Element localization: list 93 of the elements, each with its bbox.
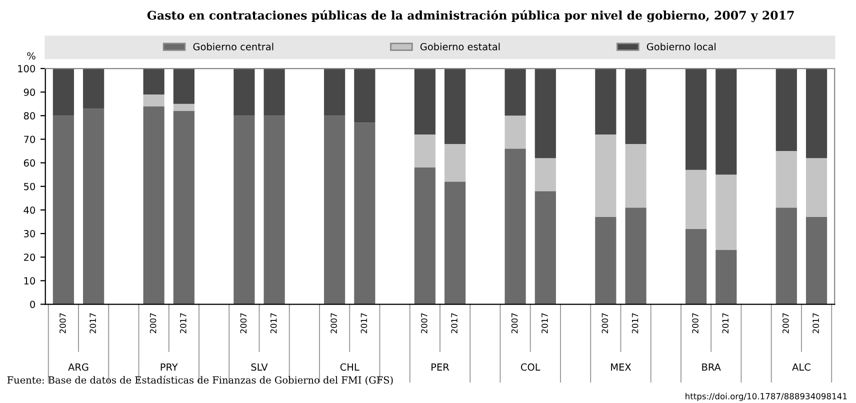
y-tick-label: 90 [24, 88, 35, 96]
chart-title: Gasto en contrataciones públicas de la administración pública por nivel de gobierno, 2007 y 2017 [147, 10, 794, 22]
bar [324, 68, 346, 116]
bar [776, 151, 797, 208]
text: PRY [160, 364, 178, 371]
x-tick-label: 2007 [240, 313, 247, 334]
x-tick-label: 2017 [360, 313, 368, 334]
y-axis-title: % [27, 52, 36, 60]
bar [685, 170, 707, 229]
x-tick-label: 2017 [722, 313, 729, 334]
bar [776, 68, 797, 152]
x-tick-label: 2017 [812, 313, 819, 334]
text: BRA [702, 364, 721, 371]
bar [595, 134, 616, 218]
bar [595, 68, 616, 135]
bar [143, 68, 164, 94]
bar [264, 68, 285, 116]
bar [806, 68, 828, 158]
bar [264, 116, 285, 304]
x-tick-label: 2017 [180, 313, 186, 334]
bar [173, 68, 194, 104]
text: ALC [792, 363, 810, 371]
bar [444, 182, 466, 304]
y-tick-label: 60 [24, 159, 35, 167]
x-tick-label: 2007 [782, 313, 789, 334]
y-tick-label: 80 [24, 112, 35, 120]
legend-label: Gobierno local [646, 42, 716, 50]
bar [324, 116, 346, 304]
text: CHL [340, 363, 360, 371]
x-tick-label: 2007 [602, 313, 608, 334]
bar [595, 217, 616, 304]
bar [776, 208, 797, 304]
bar [534, 191, 556, 304]
bar [716, 250, 737, 304]
bar [806, 158, 828, 218]
text: PER [432, 364, 450, 371]
x-tick-label: 2007 [692, 313, 698, 334]
bar [806, 217, 828, 304]
bar [685, 228, 707, 304]
y-tick-label: 70 [24, 136, 35, 144]
text: COL [520, 363, 540, 371]
x-tick-label: 2017 [542, 313, 548, 334]
bar [354, 68, 376, 123]
x-tick-label: 2007 [511, 313, 518, 334]
y-tick-label: 100 [18, 64, 35, 72]
y-tick-label: 40 [24, 206, 35, 214]
bar [234, 116, 255, 304]
x-tick-label: 2007 [60, 313, 66, 334]
bar [414, 168, 436, 304]
bar [83, 108, 104, 304]
x-tick-label: 2017 [270, 313, 277, 334]
bar [534, 68, 556, 158]
bar [444, 68, 466, 144]
bar [83, 68, 104, 109]
bar [52, 116, 74, 304]
legend-label: Gobierno central [193, 42, 274, 50]
text: https://doi.org/10.1787/888934098141 [686, 392, 847, 401]
bar [504, 68, 526, 116]
bar [354, 122, 376, 304]
x-tick-label: 2007 [421, 313, 428, 334]
bar [625, 208, 646, 304]
legend-label: Gobierno estatal [420, 42, 500, 50]
x-tick-label: 2007 [150, 313, 156, 334]
text: SLV [251, 363, 268, 371]
bar [414, 68, 436, 135]
x-tick-label: 2017 [632, 313, 638, 334]
y-tick-label: 30 [24, 230, 35, 238]
bar [625, 68, 646, 144]
bar [173, 110, 194, 304]
bar [685, 68, 707, 170]
bar [234, 68, 255, 116]
y-tick-label: 10 [24, 277, 35, 285]
bar [173, 104, 194, 111]
bar [716, 174, 737, 250]
bar [444, 144, 466, 182]
source-note: Fuente: Base de datos de Estadísticas de Finanzas de Gobierno del FMI (GFS) [7, 376, 393, 386]
y-tick-label: 50 [24, 182, 35, 190]
bar [52, 68, 74, 116]
bar [414, 134, 436, 168]
x-tick-label: 2017 [90, 313, 96, 334]
bar [143, 94, 164, 106]
bar [625, 144, 646, 208]
y-tick-label: 20 [24, 254, 35, 261]
text: ARG [68, 363, 88, 371]
x-tick-label: 2017 [451, 313, 458, 334]
bar [504, 148, 526, 304]
bar [504, 116, 526, 149]
bar [716, 68, 737, 175]
bar [534, 158, 556, 192]
y-tick-label: 0 [30, 300, 35, 308]
text: MEX [611, 364, 632, 371]
x-tick-label: 2007 [330, 313, 337, 334]
bar [143, 106, 164, 304]
